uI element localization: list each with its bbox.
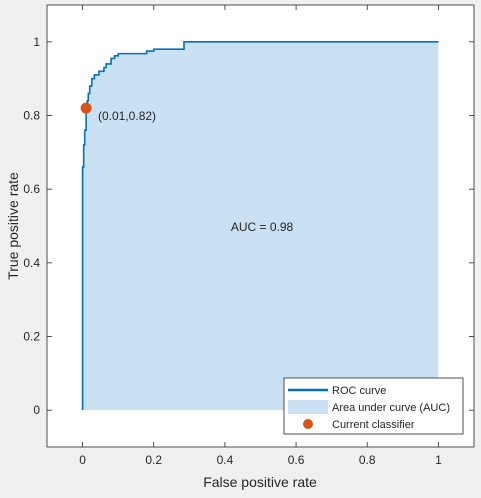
x-tick-label: 0.8: [359, 453, 376, 467]
roc-curve-line: [81, 41, 439, 411]
auc-annotation: AUC = 0.98: [231, 220, 294, 234]
current-classifier-marker: [80, 102, 92, 114]
y-tick-label: 0: [33, 403, 40, 417]
legend-auc-swatch: [288, 400, 328, 414]
legend-classifier-swatch: [303, 419, 313, 429]
legend: ROC curve Area under curve (AUC) Current…: [283, 377, 464, 435]
y-axis-label: True positive rate: [5, 172, 21, 280]
legend-roc-label: ROC curve: [332, 385, 386, 397]
x-tick-label: 1: [435, 453, 442, 467]
y-tick-label: 0.2: [23, 330, 40, 344]
classifier-coordinate-label: (0.01,0.82): [98, 109, 156, 123]
legend-auc-label: Area under curve (AUC): [332, 402, 450, 414]
y-tick-label: 0.8: [23, 109, 40, 123]
y-tick-label: 0.4: [23, 256, 40, 270]
legend-classifier-label: Current classifier: [332, 419, 415, 431]
y-tick-label: 1: [33, 35, 40, 49]
x-tick-label: 0.2: [145, 453, 162, 467]
y-tick-label: 0.6: [23, 182, 40, 196]
x-tick-label: 0.4: [217, 453, 234, 467]
x-axis-label: False positive rate: [203, 474, 317, 490]
plot-layer: [80, 41, 439, 411]
x-tick-label: 0: [79, 453, 86, 467]
x-tick-label: 0.6: [288, 453, 305, 467]
ticks-layer: 0 0.2 0.4 0.6 0.8 1 0 0.2 0.4 0.6 0.8 1: [23, 5, 474, 467]
auc-area: [82, 41, 439, 411]
